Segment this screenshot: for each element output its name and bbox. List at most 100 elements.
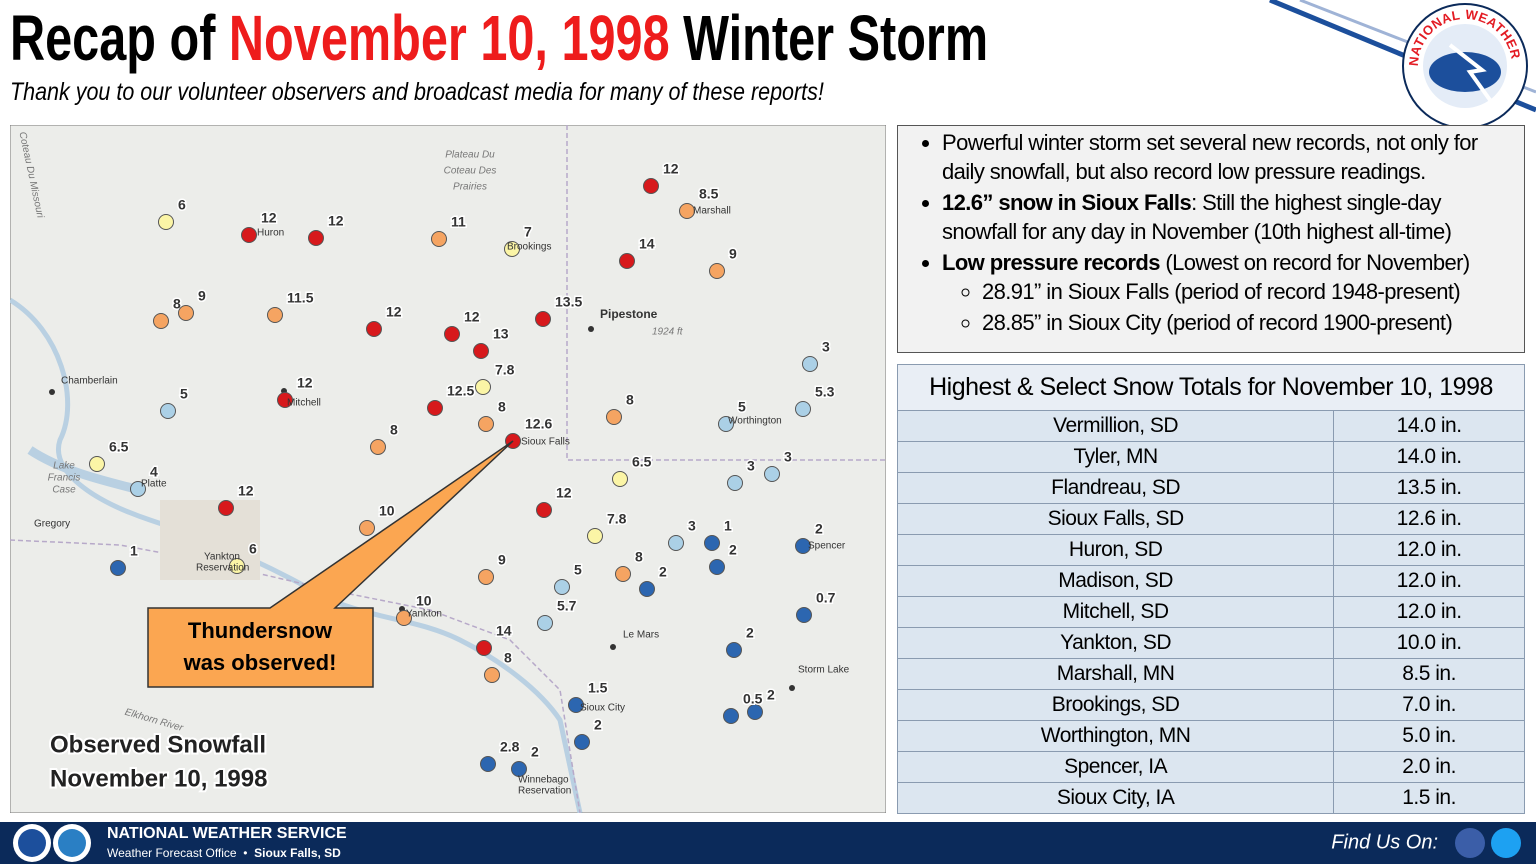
snow-report-label: 3 [688, 518, 696, 534]
snow-report-label: 2 [594, 717, 602, 733]
bullet: Powerful winter storm set several new re… [942, 128, 1516, 186]
footer-office-prefix: Weather Forecast Office • [107, 846, 254, 860]
snow-report-label: 2 [746, 625, 754, 641]
callout-text: was observed! [183, 650, 337, 675]
location: Worthington, MN [896, 720, 1335, 752]
snow-report-dot [475, 379, 491, 395]
place-label: Reservation [196, 563, 249, 574]
snow-total: 10.0 in. [1333, 627, 1525, 659]
snow-report-dot [802, 356, 818, 372]
place-label: Sioux City [580, 703, 625, 714]
snow-report-dot [130, 481, 146, 497]
table-row: Marshall, MN 8.5 in. [896, 658, 1525, 690]
location: Huron, SD [896, 534, 1335, 566]
location: Flandreau, SD [896, 472, 1335, 504]
bullet-text: : Still the highest single-day snowfall … [942, 190, 1452, 244]
snow-report-label: 9 [729, 246, 737, 262]
snow-report-dot [504, 241, 520, 257]
snow-report-label: 2 [659, 564, 667, 580]
snow-report-dot [612, 471, 628, 487]
snow-report-dot [160, 403, 176, 419]
location: Spencer, IA [896, 751, 1335, 783]
snow-report-label: 4 [150, 464, 158, 480]
snow-report-label: 3 [747, 458, 755, 474]
place-label: Worthington [728, 416, 782, 427]
footer: NATIONAL WEATHER SERVICE Weather Forecas… [0, 822, 1536, 864]
title-date: November 10, 1998 [228, 2, 670, 74]
snow-report-dot [241, 227, 257, 243]
snow-total: 12.6 in. [1333, 503, 1525, 535]
snow-report-dot [473, 343, 489, 359]
snow-report-dot [178, 305, 194, 321]
snow-total: 1.5 in. [1333, 782, 1525, 814]
table-row: Spencer, IA 2.0 in. [896, 751, 1525, 783]
snow-report-label: 1.5 [588, 680, 608, 696]
snow-report-label: 1 [130, 543, 138, 559]
location: Marshall, MN [896, 658, 1335, 690]
snow-report-dot [727, 475, 743, 491]
snow-report-dot [218, 500, 234, 516]
snow-report-label: 0.7 [816, 590, 836, 606]
snow-report-dot [229, 558, 245, 574]
title-suffix: Winter Storm [669, 2, 989, 74]
snow-report-label: 10 [379, 503, 395, 519]
snow-report-label: 2 [531, 744, 539, 760]
location: Yankton, SD [896, 627, 1335, 659]
table-row: Tyler, MN 14.0 in. [896, 441, 1525, 473]
snow-report-label: 0.5 [743, 691, 763, 707]
facebook-icon[interactable] [1455, 828, 1485, 858]
snow-report-label: 2.8 [500, 739, 520, 755]
snow-report-label: 2 [729, 542, 737, 558]
place-label: Winnebago [518, 775, 569, 786]
snow-report-label: 7.8 [607, 511, 627, 527]
snow-report-dot [668, 535, 684, 551]
table-row: Brookings, SD 7.0 in. [896, 689, 1525, 721]
footer-agency: NATIONAL WEATHER SERVICE [107, 825, 347, 842]
footer-office-name: Sioux Falls, SD [254, 846, 341, 860]
snow-report-dot [554, 579, 570, 595]
location: Sioux Falls, SD [896, 503, 1335, 535]
place-label: Gregory [34, 519, 70, 530]
snow-report-dot [444, 326, 460, 342]
table-row: Mitchell, SD 12.0 in. [896, 596, 1525, 628]
snow-report-dot [110, 560, 126, 576]
snow-report-label: 3 [822, 339, 830, 355]
snow-report-dot [511, 761, 527, 777]
snow-report-label: 5.3 [815, 384, 835, 400]
callout-text: Thundersnow [188, 618, 333, 643]
table-row: Sioux City, IA 1.5 in. [896, 782, 1525, 814]
bullet-text: (Lowest on record for November) [1159, 250, 1470, 275]
bullet-list: Powerful winter storm set several new re… [916, 128, 1516, 337]
bullet-bold: 12.6” snow in Sioux Falls [942, 190, 1192, 215]
location: Tyler, MN [896, 441, 1335, 473]
place-label: Storm Lake [798, 665, 850, 676]
place-label: Chamberlain [61, 376, 118, 387]
nws-logo: NATIONAL WEATHER SERVICE [1260, 0, 1536, 129]
snow-report-label: 12 [238, 483, 254, 499]
snow-report-dot [574, 734, 590, 750]
twitter-icon[interactable] [1491, 828, 1521, 858]
snow-report-label: 5 [180, 386, 188, 402]
table-row: Madison, SD 12.0 in. [896, 565, 1525, 597]
snow-report-label: 14 [496, 623, 512, 639]
bullet: Low pressure records (Lowest on record f… [942, 248, 1516, 337]
table-row: Flandreau, SD 13.5 in. [896, 472, 1525, 504]
snow-total: 12.0 in. [1333, 565, 1525, 597]
place-label: Brookings [507, 242, 551, 253]
snow-report-label: 2 [767, 687, 775, 703]
snow-report-label: 9 [498, 552, 506, 568]
snow-table: Highest & Select Snow Totals for Novembe… [896, 364, 1525, 814]
snow-report-dot [764, 466, 780, 482]
snow-report-label: 5.7 [557, 598, 577, 614]
location: Sioux City, IA [896, 782, 1335, 814]
snow-report-label: 9 [198, 288, 206, 304]
snow-report-label: 14 [639, 236, 655, 252]
place-label: Yankton [204, 552, 240, 563]
snow-report-label: 5 [738, 399, 746, 415]
snow-report-dot [639, 581, 655, 597]
snow-report-label: 11.5 [287, 290, 314, 306]
snow-report-dot [535, 311, 551, 327]
table-row: Worthington, MN 5.0 in. [896, 720, 1525, 752]
